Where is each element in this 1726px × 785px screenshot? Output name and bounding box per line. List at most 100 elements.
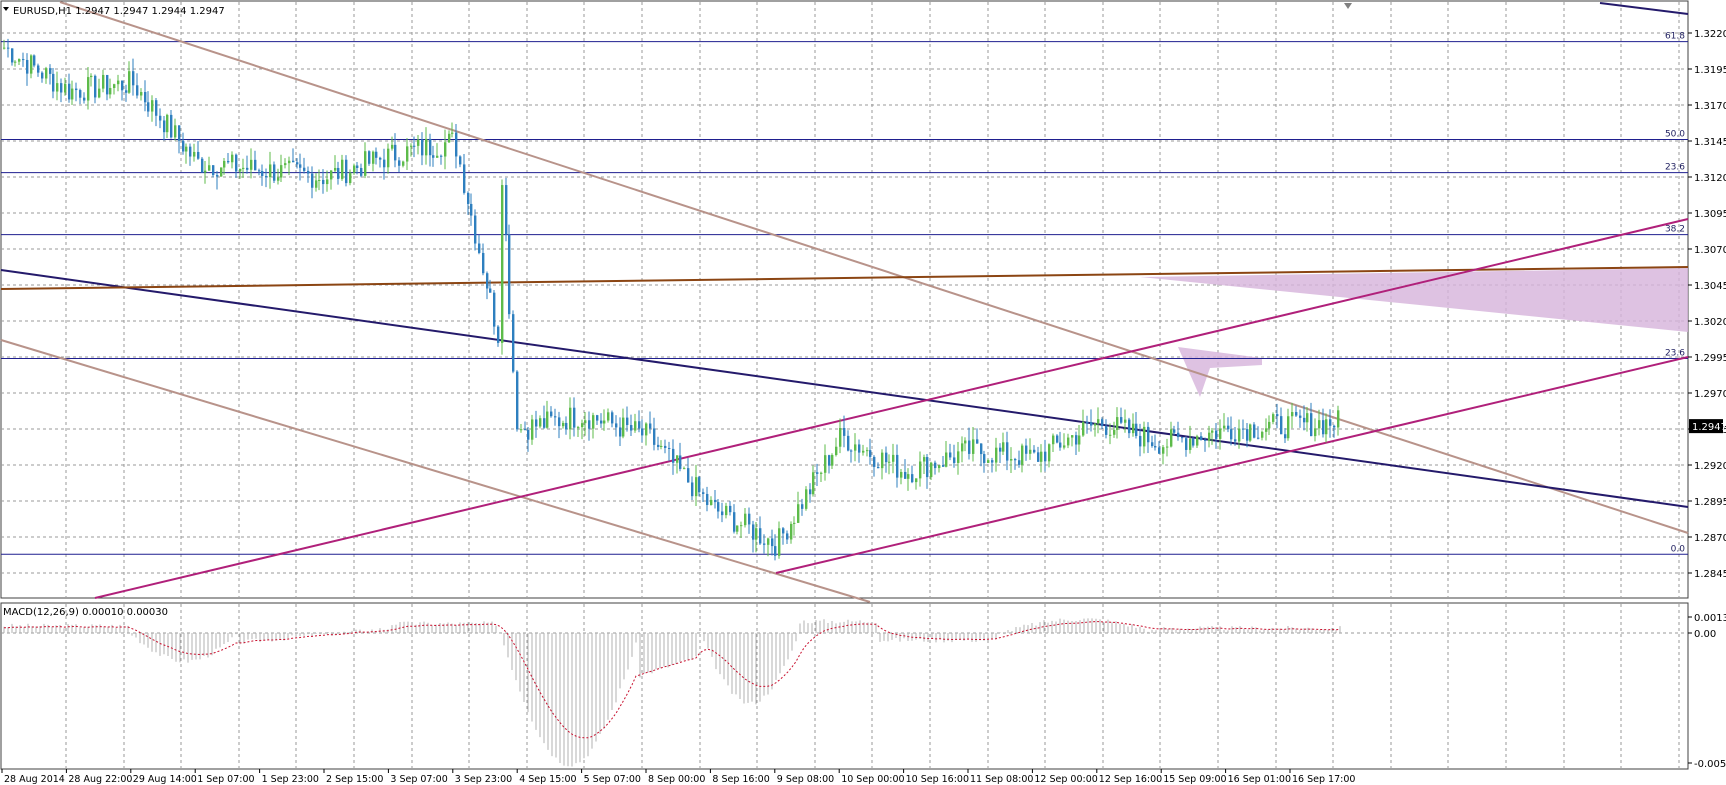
candle-body bbox=[37, 65, 40, 73]
candle-body bbox=[558, 417, 561, 427]
candle-body bbox=[174, 125, 177, 138]
candle-body bbox=[679, 455, 682, 469]
price-tick-label: 1.3070 bbox=[1694, 245, 1726, 256]
candle-body bbox=[968, 440, 971, 454]
candle-body bbox=[888, 461, 891, 463]
candle-body bbox=[1215, 430, 1218, 439]
time-tick-label: 9 Sep 08:00 bbox=[777, 774, 834, 785]
candle-body bbox=[596, 415, 599, 421]
candle-body bbox=[793, 522, 796, 524]
candle-body bbox=[900, 471, 903, 478]
candle-body bbox=[493, 292, 496, 327]
price-tick-label: 1.3095 bbox=[1694, 209, 1726, 220]
candle-body bbox=[391, 144, 394, 149]
candle-body bbox=[45, 68, 48, 79]
candle-body bbox=[923, 457, 926, 462]
candle-body bbox=[592, 415, 595, 429]
candle-body bbox=[748, 513, 751, 525]
candle-body bbox=[569, 407, 572, 430]
candle-body bbox=[1021, 445, 1024, 465]
candle-body bbox=[778, 528, 781, 556]
candle-body bbox=[1276, 414, 1279, 417]
candle-body bbox=[1120, 417, 1123, 423]
macd-tick-label: 0.0013 bbox=[1694, 613, 1726, 624]
candle-body bbox=[136, 85, 139, 96]
candle-body bbox=[1337, 410, 1340, 428]
candle-body bbox=[961, 443, 964, 452]
candle-body bbox=[831, 454, 834, 466]
candle-body bbox=[1128, 419, 1131, 434]
candle-body bbox=[668, 447, 671, 449]
candle-body bbox=[482, 252, 485, 274]
candle-body bbox=[1029, 449, 1032, 454]
trendline-brown-upper[interactable] bbox=[59, 1, 1689, 534]
candle-body bbox=[311, 173, 314, 188]
candle-body bbox=[1094, 423, 1097, 426]
candle-body bbox=[1170, 429, 1173, 447]
candle-body bbox=[1185, 438, 1188, 450]
trendline-navy-top[interactable] bbox=[1599, 2, 1689, 15]
chevron-down-icon[interactable] bbox=[3, 7, 9, 11]
fib-label: 23.6 bbox=[1665, 348, 1685, 358]
candle-body bbox=[1223, 425, 1226, 429]
candle-body bbox=[239, 168, 242, 172]
candle-body bbox=[22, 59, 25, 61]
candle-body bbox=[1082, 422, 1085, 436]
candle-body bbox=[1052, 435, 1055, 445]
candle-body bbox=[1325, 419, 1328, 435]
shift-marker-icon[interactable] bbox=[1344, 3, 1352, 9]
candle-body bbox=[64, 83, 67, 93]
candle-body bbox=[102, 74, 105, 89]
candle-body bbox=[242, 167, 245, 169]
candle-body bbox=[1261, 431, 1264, 438]
candle-body bbox=[315, 180, 318, 188]
candle-body bbox=[277, 177, 280, 181]
candle-body bbox=[273, 164, 276, 181]
candle-body bbox=[349, 172, 352, 184]
candle-body bbox=[1192, 438, 1195, 446]
candle-body bbox=[372, 151, 375, 164]
candle-body bbox=[163, 120, 166, 133]
macd-indicator bbox=[3, 618, 1341, 767]
candle-body bbox=[873, 456, 876, 467]
candle-body bbox=[801, 504, 804, 509]
channel-lower-line[interactable] bbox=[775, 356, 1689, 574]
candle-body bbox=[360, 167, 363, 176]
candle-body bbox=[501, 185, 504, 343]
candle-body bbox=[828, 455, 831, 466]
candle-body bbox=[413, 145, 416, 147]
trendline-navy[interactable] bbox=[0, 269, 1689, 508]
candle-body bbox=[725, 505, 728, 516]
candle-body bbox=[26, 59, 29, 74]
shade-lower bbox=[1178, 347, 1262, 397]
channel-upper-line[interactable] bbox=[94, 218, 1689, 599]
fib-label: 50.0 bbox=[1665, 130, 1685, 140]
candle-body bbox=[740, 525, 743, 527]
candle-body bbox=[246, 167, 249, 170]
candle-body bbox=[353, 165, 356, 173]
candle-body bbox=[7, 47, 10, 49]
horizontal-level-line[interactable] bbox=[0, 266, 1689, 290]
candle-body bbox=[1135, 423, 1138, 436]
candle-body bbox=[1230, 429, 1233, 440]
macd-signal-line bbox=[3, 621, 1341, 739]
candle-body bbox=[1033, 449, 1036, 453]
candle-body bbox=[432, 155, 435, 158]
candle-body bbox=[600, 420, 603, 424]
candle-body bbox=[1147, 426, 1150, 443]
candle-body bbox=[147, 102, 150, 112]
price-tick-label: 1.2920 bbox=[1694, 461, 1726, 472]
candle-body bbox=[429, 138, 432, 156]
trendline-brown-lower[interactable] bbox=[0, 339, 871, 603]
macd-tick-label: 0.00 bbox=[1694, 629, 1716, 640]
candle-body bbox=[786, 533, 789, 540]
candle-body bbox=[1227, 425, 1230, 430]
candle-body bbox=[843, 427, 846, 436]
candle-body bbox=[562, 422, 565, 427]
time-tick-label: 3 Sep 07:00 bbox=[390, 774, 447, 785]
candle-body bbox=[964, 440, 967, 444]
candle-body bbox=[535, 419, 538, 427]
candle-body bbox=[847, 435, 850, 451]
candle-body bbox=[657, 444, 660, 447]
